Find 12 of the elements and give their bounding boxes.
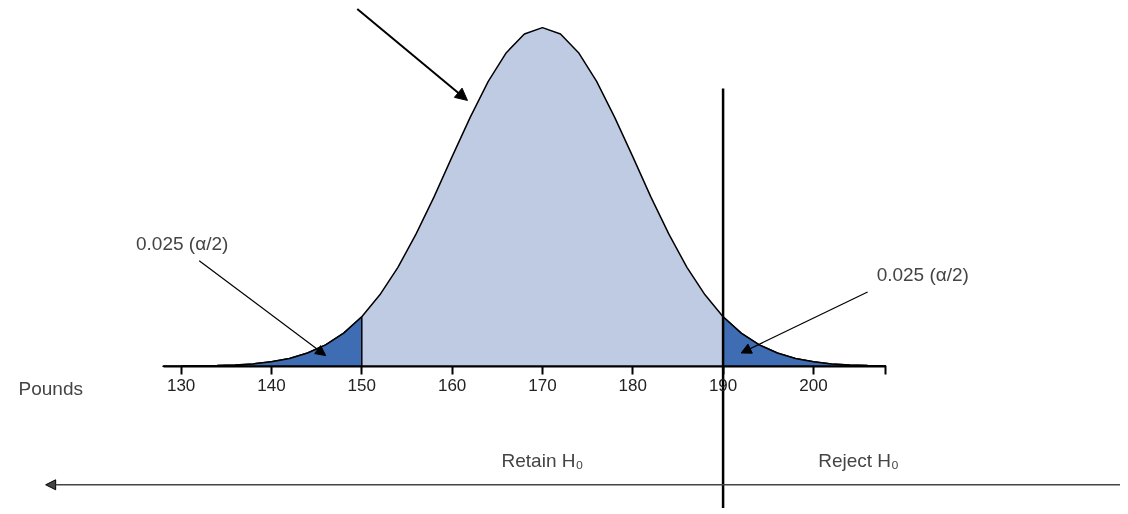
x-tick-label: 160 xyxy=(437,376,467,396)
x-tick-label: 170 xyxy=(528,376,557,396)
annotation: 0.025 (α/2) xyxy=(136,232,229,254)
x-tick-label: 150 xyxy=(347,376,376,396)
x-tick-label: 130 xyxy=(166,376,196,396)
x-axis-title: Pounds xyxy=(18,377,84,399)
text: Retain H₀ xyxy=(501,450,584,472)
x-tick-label: 140 xyxy=(257,376,286,396)
x-tick-label: 180 xyxy=(618,376,647,396)
annotation: 0.025 (α/2) xyxy=(876,264,969,286)
text: Reject H₀ xyxy=(818,450,899,472)
x-tick-label: 200 xyxy=(799,376,828,396)
